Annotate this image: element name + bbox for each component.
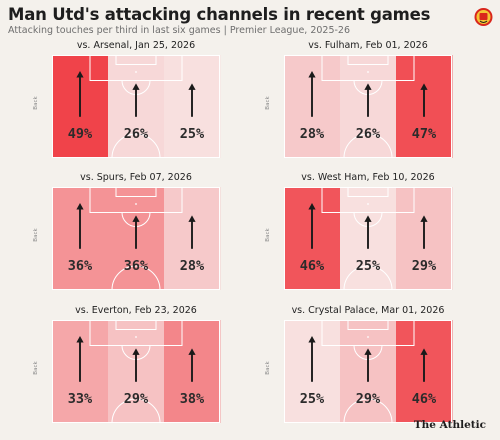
data-label: 38% xyxy=(180,391,205,407)
arrow-head-icon xyxy=(364,348,372,355)
chart-title: vs. West Ham, Feb 10, 2026 xyxy=(301,172,434,183)
side-label: Back xyxy=(265,361,271,375)
centre-circle xyxy=(111,265,161,291)
data-label: 29% xyxy=(412,258,437,274)
six-yard-box xyxy=(347,187,389,197)
pitch-chart: vs. Crystal Palace, Mar 01, 2026 Back 25% 2… xyxy=(265,305,453,424)
pitch-chart: vs. West Ham, Feb 10, 2026 Back 46% 25% 29% xyxy=(265,172,453,291)
data-label: 36% xyxy=(68,258,93,274)
data-label: 33% xyxy=(68,391,93,407)
six-yard-box xyxy=(115,187,157,197)
data-label: 25% xyxy=(356,258,381,274)
arrow-head-icon xyxy=(308,335,316,343)
data-label: 46% xyxy=(412,391,437,407)
pitch-chart: vs. Everton, Feb 23, 2026 Back 33% 29% 38% xyxy=(33,305,221,424)
data-label: 26% xyxy=(356,126,381,142)
chart-title: vs. Everton, Feb 23, 2026 xyxy=(75,305,197,316)
arrow-head-icon xyxy=(420,348,428,355)
arrow-head-icon xyxy=(132,215,140,222)
chart-title: vs. Fulham, Feb 01, 2026 xyxy=(308,40,428,51)
page-title: Man Utd's attacking channels in recent g… xyxy=(8,5,431,24)
side-label: Back xyxy=(33,228,39,242)
arrow-head-icon xyxy=(364,83,372,90)
penalty-spot xyxy=(135,203,137,205)
centre-circle xyxy=(343,398,393,424)
data-label: 26% xyxy=(124,126,149,142)
centre-circle xyxy=(343,265,393,291)
arrow-head-icon xyxy=(76,335,84,343)
penalty-spot xyxy=(367,336,369,338)
page-subtitle: Attacking touches per third in last six … xyxy=(8,25,351,36)
arrow-head-icon xyxy=(188,215,196,222)
arrow-head-icon xyxy=(308,70,316,78)
side-label: Back xyxy=(33,96,39,110)
arrow-head-icon xyxy=(132,348,140,355)
arrow-head-icon xyxy=(420,215,428,222)
centre-circle xyxy=(111,398,161,424)
six-yard-box xyxy=(347,320,389,330)
six-yard-box xyxy=(347,55,389,65)
side-label: Back xyxy=(265,96,271,110)
chart-title: vs. Arsenal, Jan 25, 2026 xyxy=(77,40,195,51)
data-label: 28% xyxy=(180,258,205,274)
six-yard-box xyxy=(115,55,157,65)
arrow-head-icon xyxy=(132,83,140,90)
club-crest-logo xyxy=(474,8,493,26)
penalty-spot xyxy=(135,71,137,73)
data-label: 49% xyxy=(68,126,93,142)
brand-logo: The Athletic xyxy=(413,419,486,431)
data-label: 25% xyxy=(300,391,325,407)
arrow-head-icon xyxy=(76,202,84,210)
data-label: 46% xyxy=(300,258,325,274)
side-label: Back xyxy=(265,228,271,242)
arrow-head-icon xyxy=(308,202,316,210)
arrow-head-icon xyxy=(76,70,84,78)
side-label: Back xyxy=(33,361,39,375)
pitch-chart: vs. Spurs, Feb 07, 2026 Back 36% 36% 28% xyxy=(33,172,221,291)
pitch-chart: vs. Arsenal, Jan 25, 2026 Back 49% 26% 25% xyxy=(33,40,221,159)
centre-circle xyxy=(343,133,393,159)
penalty-spot xyxy=(135,336,137,338)
arrow-head-icon xyxy=(420,83,428,90)
centre-circle xyxy=(111,133,161,159)
chart-title: vs. Crystal Palace, Mar 01, 2026 xyxy=(292,305,445,316)
data-label: 47% xyxy=(412,126,437,142)
penalty-spot xyxy=(367,71,369,73)
arrow-head-icon xyxy=(188,83,196,90)
data-label: 25% xyxy=(180,126,205,142)
six-yard-box xyxy=(115,320,157,330)
data-label: 29% xyxy=(124,391,149,407)
arrow-head-icon xyxy=(364,215,372,222)
data-label: 28% xyxy=(300,126,325,142)
data-label: 36% xyxy=(124,258,149,274)
arrow-head-icon xyxy=(188,348,196,355)
pitch-chart: vs. Fulham, Feb 01, 2026 Back 28% 26% 47% xyxy=(265,40,453,159)
penalty-spot xyxy=(367,203,369,205)
data-label: 29% xyxy=(356,391,381,407)
chart-title: vs. Spurs, Feb 07, 2026 xyxy=(80,172,192,183)
